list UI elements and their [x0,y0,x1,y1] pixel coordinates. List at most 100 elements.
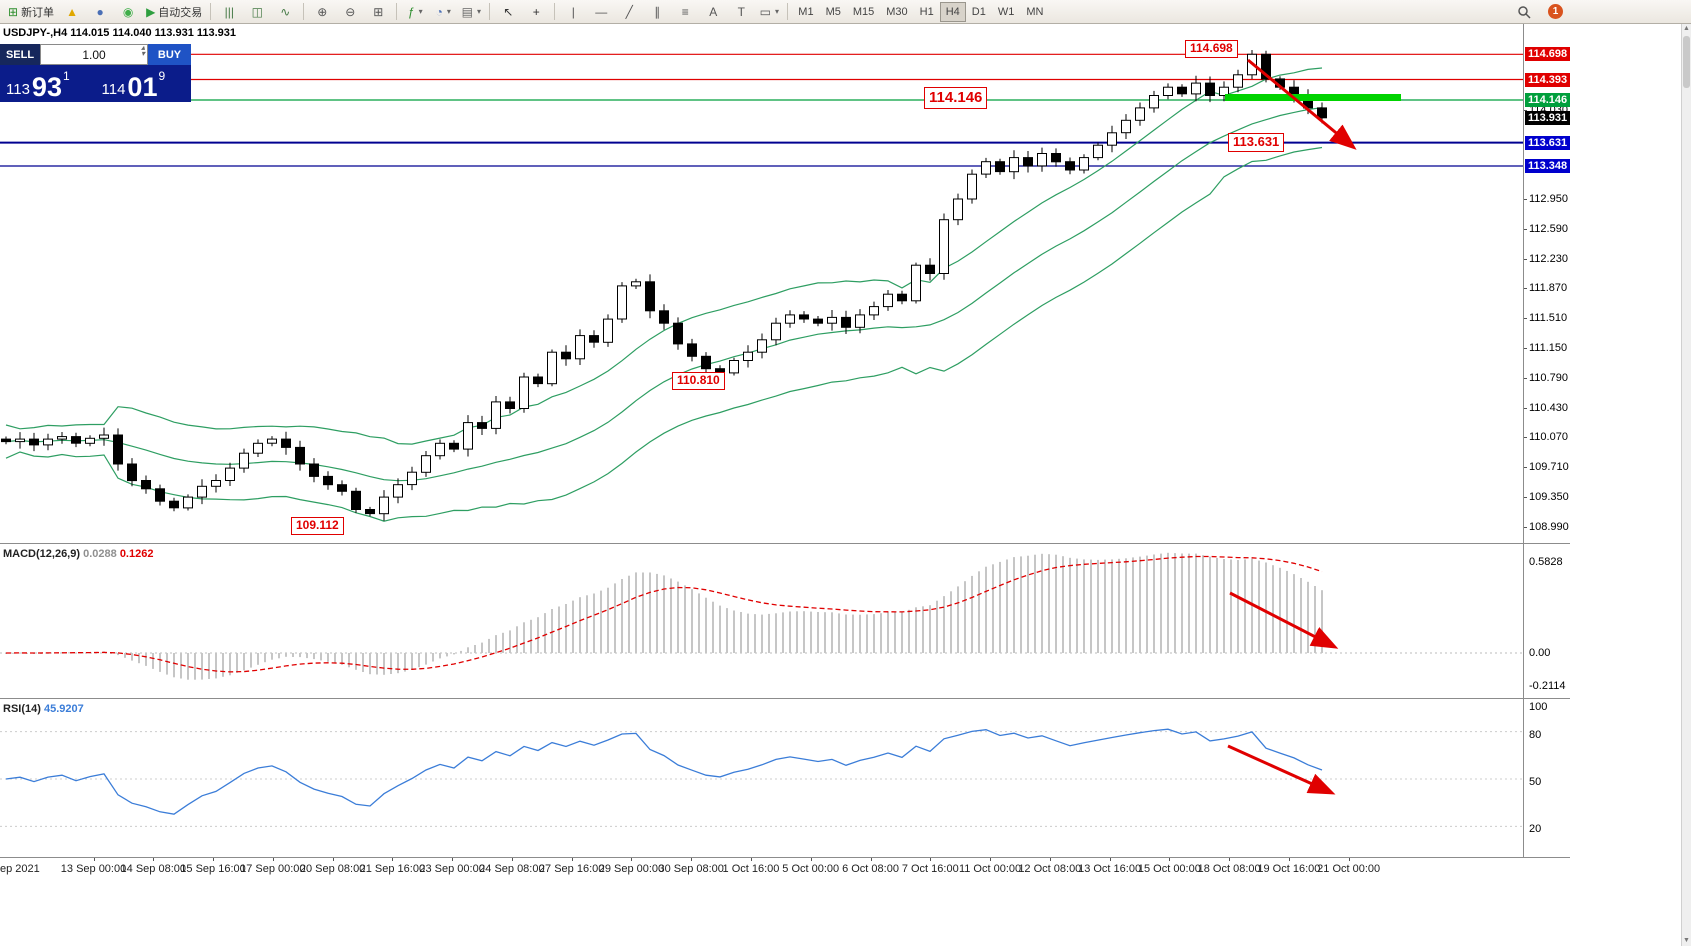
price-axis-tick [1524,318,1527,320]
insert-indicator-button[interactable]: ƒ ▾ [401,1,429,23]
horizontal-line-button[interactable]: — [587,1,615,23]
main-chart-canvas[interactable] [0,24,1523,543]
timeframe-m30-button[interactable]: M30 [886,5,908,18]
cursor-button[interactable]: ↖ [494,1,522,23]
stepper-down-icon[interactable]: ▾ [140,49,145,59]
auto-trading-button[interactable]: ▶ 自动交易 [142,1,206,23]
price-label-box[interactable]: 109.112 [291,517,344,535]
macd-signal-value: 0.1262 [119,548,154,560]
sell-button[interactable]: SELL [0,44,40,65]
zoom-in-icon: ⊕ [317,4,328,19]
template-icon: ▤ [461,4,473,19]
rsi-axis-label: 50 [1529,776,1542,788]
time-axis-label: 6 Oct 08:00 [842,863,899,875]
time-axis[interactable]: ep 2021 13 Sep 00:00 14 Sep 08:00 15 Sep 16… [0,858,1570,880]
time-axis-tick [1229,858,1231,861]
bid-quote[interactable]: 113 93 1 [0,65,96,102]
search-button[interactable] [1510,1,1538,23]
scrollbar-thumb[interactable] [1683,36,1690,88]
panel-separator [0,857,1570,858]
crosshair-icon: + [532,4,540,19]
channel-button[interactable]: ∥ [643,1,671,23]
scroll-up-icon[interactable]: ▲ [1683,25,1690,32]
macd-axis-label: 0.00 [1529,647,1551,659]
price-tag[interactable]: 113.931 [1525,110,1571,125]
ask-pips: 01 [127,71,158,102]
profile-button[interactable]: ● [86,1,114,23]
rsi-canvas[interactable] [0,700,1523,858]
timeframe-m1-button[interactable]: M1 [798,5,814,18]
template-button[interactable]: ▤ ▾ [457,1,485,23]
price-axis[interactable]: 114.030 112.950 112.590 112.230 111.870 111.5… [1524,24,1594,543]
macd-axis[interactable]: 0.5828 0.00 -0.2114 [1524,545,1594,698]
timeframe-d1-button[interactable]: D1 [971,5,986,18]
time-axis-label: 17 Sep 00:00 [240,863,306,875]
price-tag[interactable]: 113.631 [1525,135,1571,150]
price-label-box[interactable]: 113.631 [1228,133,1285,152]
period-button[interactable]: ◔ ▾ [429,1,457,23]
bar-chart-button[interactable]: ||| [215,1,243,23]
volume-stepper[interactable]: ▴ ▾ [140,43,145,59]
fibonacci-button[interactable]: ≡ [671,1,699,23]
price-axis-tick [1524,199,1527,200]
notification-badge[interactable]: 1 [1548,4,1563,19]
panel-separator[interactable] [0,543,1570,544]
rsi-axis-label: 20 [1529,823,1542,836]
label-icon: T [737,4,745,19]
time-axis-label: 23 Sep 00:00 [419,863,485,875]
candlestick-chart-button[interactable]: ◫ [243,1,271,23]
metaeditor-button[interactable]: ▲ [58,1,86,23]
timeframe-mn-button[interactable]: MN [1026,5,1044,18]
trendline-button[interactable]: ╱ [615,1,643,23]
timeframe-h1-button[interactable]: H1 [919,5,934,18]
community-button[interactable]: ◉ [114,1,142,23]
ask-quote[interactable]: 114 01 9 [96,65,192,102]
shapes-icon: ▭ [759,4,771,19]
text-button[interactable]: A [699,1,727,23]
time-axis-tick [332,858,334,861]
line-chart-button[interactable]: ∿ [271,1,299,23]
price-tag[interactable]: 114.393 [1525,72,1571,87]
price-axis-tick [1524,258,1527,260]
volume-input[interactable]: 1.00 ▴ ▾ [40,43,148,65]
price-axis-tick [1524,348,1527,350]
scroll-down-icon[interactable]: ▼ [1683,937,1690,944]
panel-separator[interactable] [0,698,1570,699]
tile-windows-icon: ⊞ [373,4,384,19]
zoom-in-button[interactable]: ⊕ [308,1,336,23]
timeframe-h4-button[interactable]: H4 [939,1,966,22]
time-axis-label: 7 Oct 16:00 [901,863,959,875]
price-label-box[interactable]: 114.698 [1185,40,1238,58]
vertical-scrollbar[interactable]: ▲ ▼ [1681,24,1691,946]
price-axis-label: 112.230 [1529,252,1568,265]
stepper-up-icon[interactable]: ▴ [140,43,145,52]
price-tag[interactable]: 114.146 [1525,92,1571,107]
vertical-line-button[interactable]: | [559,1,587,23]
time-axis-tick [810,858,812,861]
price-tag[interactable]: 114.698 [1525,47,1571,62]
tile-windows-button[interactable]: ⊞ [364,1,392,23]
time-axis-tick [631,858,633,861]
toolbar-separator [210,3,212,20]
trendline-icon: ╱ [625,4,633,19]
new-order-button[interactable]: ⊞ 新订单 [4,1,58,23]
price-tag[interactable]: 113.348 [1525,159,1571,174]
community-icon: ◉ [122,4,134,19]
buy-button[interactable]: BUY [148,44,191,65]
metaeditor-icon: ▲ [66,4,78,19]
price-label-box[interactable]: 114.146 [924,87,988,109]
text-icon: A [709,4,718,19]
timeframe-w1-button[interactable]: W1 [997,5,1015,18]
time-axis-tick [870,858,872,861]
zoom-out-button[interactable]: ⊖ [336,1,364,23]
time-axis-tick [750,858,752,861]
shapes-button[interactable]: ▭ ▾ [755,1,783,23]
timeframe-m5-button[interactable]: M5 [825,5,841,18]
bar-chart-icon: ||| [224,4,234,19]
macd-canvas[interactable] [0,545,1523,698]
timeframe-m15-button[interactable]: M15 [852,5,875,18]
label-button[interactable]: T [727,1,755,23]
crosshair-button[interactable]: + [522,1,550,23]
price-label-box[interactable]: 110.810 [672,372,725,390]
rsi-axis[interactable]: 100 80 50 20 [1524,700,1594,858]
